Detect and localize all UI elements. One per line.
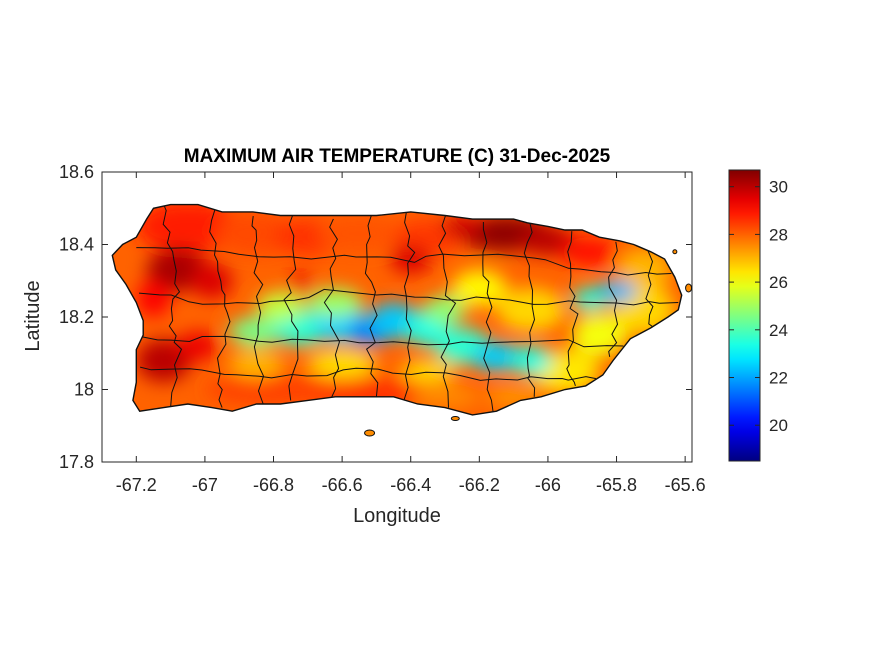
temperature-blob (410, 385, 480, 408)
temperature-blob (229, 349, 284, 379)
temperature-blob (287, 273, 315, 296)
temperature-blob (561, 237, 617, 267)
temperature-blob (136, 280, 171, 317)
x-tick-label: -65.8 (596, 475, 637, 495)
temperature-map (111, 203, 693, 437)
chart-title: MAXIMUM AIR TEMPERATURE (C) 31-Dec-2025 (184, 146, 611, 167)
x-tick-label: -65.6 (665, 475, 706, 495)
temperature-blob (441, 215, 483, 238)
islet (672, 249, 678, 255)
y-tick-label: 18.4 (59, 235, 94, 255)
municipality-boundary (566, 231, 579, 387)
x-tick-label: -67 (192, 475, 218, 495)
temperature-blob (520, 226, 576, 256)
municipality-boundaries (136, 204, 679, 412)
municipality-boundary (136, 247, 672, 276)
municipality-boundary (523, 218, 536, 397)
x-tick-label: -66.2 (459, 475, 500, 495)
x-tick-label: -66.4 (390, 475, 431, 495)
temperature-blob (510, 346, 552, 375)
temperature-blob (451, 269, 507, 307)
colorbar-tick-label: 26 (769, 273, 788, 292)
y-tick-label: 18.2 (59, 307, 94, 327)
temperature-blob (307, 288, 363, 317)
municipality-boundary (645, 249, 655, 329)
temperature-blob (256, 291, 305, 321)
municipality-boundary (364, 215, 379, 397)
islet (450, 416, 460, 421)
temperature-blob (496, 288, 566, 332)
temperature-blob (204, 375, 343, 404)
islet (364, 429, 376, 437)
colorbar-tick-label: 30 (769, 178, 788, 197)
x-tick-label: -66.8 (253, 475, 294, 495)
colorbar-tick-label: 20 (769, 416, 788, 435)
temperature-blob (400, 360, 456, 383)
x-tick-label: -66.6 (322, 475, 363, 495)
temperature-blob (136, 338, 192, 383)
municipality-boundary (608, 241, 619, 357)
temperature-blob (572, 313, 627, 357)
colorbar-scale (728, 169, 761, 462)
temperature-blob (307, 349, 377, 379)
temperature-blob (616, 248, 672, 292)
temperature-blob (177, 331, 219, 361)
municipality-boundary (141, 335, 624, 348)
colorbar-tick-label: 28 (769, 225, 788, 244)
temperature-blob (571, 288, 607, 310)
municipality-boundary (438, 214, 457, 408)
colorbar-tick-label: 22 (769, 369, 788, 388)
x-tick-label: -66 (535, 475, 561, 495)
temperature-blob (318, 215, 401, 252)
municipality-boundary (138, 288, 679, 306)
colorbar-tick-label: 24 (769, 321, 788, 340)
municipality-boundary (251, 216, 265, 405)
x-tick-label: -67.2 (116, 475, 157, 495)
temperature-blob (595, 280, 638, 303)
y-tick-label: 18.6 (59, 162, 94, 182)
small-islands (364, 249, 693, 437)
municipality-boundary (209, 207, 231, 408)
municipality-boundary (162, 204, 183, 408)
x-axis-label: Longitude (353, 505, 441, 527)
municipality-boundary (139, 366, 597, 381)
municipality-boundary (482, 222, 494, 412)
y-axis-ticks: 17.8 18 18.2 18.4 18.6 (59, 162, 692, 472)
island-coastline (111, 203, 683, 416)
municipality-boundary (323, 218, 341, 398)
colorbar: 20 22 24 26 28 30 (728, 169, 788, 462)
temperature-blob (472, 342, 521, 372)
y-axis-label: Latitude (22, 280, 44, 351)
islet (685, 283, 693, 293)
municipality-boundary (283, 214, 299, 401)
y-tick-label: 17.8 (59, 452, 94, 472)
temperature-blob (191, 262, 233, 299)
colorbar-ticks: 20 22 24 26 28 30 (729, 178, 788, 435)
x-axis-ticks: -67.2 -67 -66.8 -66.6 -66.4 -66.2 -66 -65.8 -65.… (116, 172, 706, 495)
y-tick-label: 18 (74, 380, 94, 400)
